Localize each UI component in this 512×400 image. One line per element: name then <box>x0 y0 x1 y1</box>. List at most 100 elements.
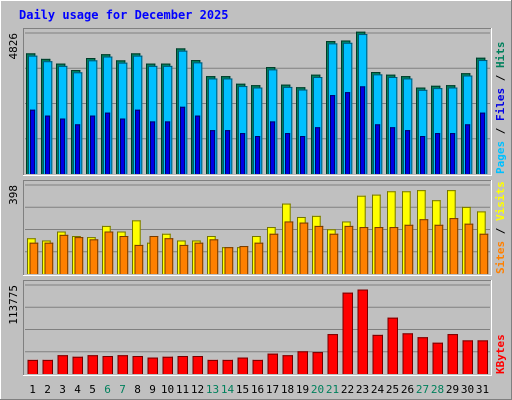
bar-sites <box>89 239 99 274</box>
bar-sites <box>224 247 234 274</box>
bar-pages <box>420 136 426 174</box>
x-tick-label: 1 <box>29 383 36 396</box>
bar-pages-body <box>270 121 276 174</box>
x-tick-label: 29 <box>446 383 459 396</box>
bar-kbytes <box>147 357 158 374</box>
bar-sites <box>449 218 459 274</box>
bar-sites <box>59 234 69 274</box>
bar-pages <box>210 130 216 174</box>
bar-sites <box>29 242 39 274</box>
legend-separator: / <box>494 221 507 241</box>
bar-pages-body <box>330 95 336 174</box>
x-tick-label: 21 <box>326 383 339 396</box>
bar-sites <box>464 223 474 274</box>
bar-sites-body <box>374 227 384 274</box>
bar-sites-body <box>209 239 219 274</box>
legend-kbytes: KBytes <box>494 334 507 374</box>
legend-separator: / <box>494 68 507 88</box>
bar-sites <box>344 225 354 274</box>
bar-sites <box>194 242 204 274</box>
x-tick-label: 31 <box>476 383 489 396</box>
bar-kbytes <box>132 356 143 374</box>
bar-kbytes-body <box>342 292 353 374</box>
bar-files-body <box>253 87 263 174</box>
bar-pages <box>45 115 51 174</box>
x-tick-label: 17 <box>266 383 279 396</box>
legend-hits: Hits <box>494 42 507 69</box>
bar-pages <box>435 133 441 174</box>
bar-files <box>73 72 83 174</box>
bar-kbytes-body <box>327 334 338 374</box>
bar-pages <box>195 115 201 174</box>
bar-kbytes-body <box>27 359 38 374</box>
bar-files-body <box>223 78 233 174</box>
bar-pages <box>270 121 276 174</box>
bar-kbytes <box>297 351 308 374</box>
legend-visits: Visits <box>494 181 507 221</box>
bar-sites <box>389 227 399 274</box>
bar-kbytes <box>72 356 83 374</box>
bar-pages-body <box>75 124 81 174</box>
bar-kbytes-body <box>162 356 173 374</box>
bar-kbytes <box>117 355 128 374</box>
bar-files <box>388 77 398 174</box>
bar-sites <box>374 227 384 274</box>
x-tick-label: 12 <box>191 383 204 396</box>
bar-kbytes <box>447 334 458 374</box>
bar-sites-body <box>434 224 444 274</box>
bar-sites-body <box>74 237 84 274</box>
bar-pages-body <box>165 121 171 174</box>
bar-kbytes <box>282 355 293 374</box>
bar-sites-body <box>464 223 474 274</box>
bar-sites-body <box>59 234 69 274</box>
bar-kbytes-body <box>177 356 188 374</box>
bar-sites-body <box>479 233 489 274</box>
bar-sites <box>299 222 309 274</box>
bar-kbytes <box>42 359 53 374</box>
bar-files <box>148 65 158 174</box>
bar-kbytes-body <box>282 355 293 374</box>
bar-pages-body <box>300 136 306 174</box>
bar-kbytes <box>207 359 218 374</box>
bar-sites <box>239 246 249 274</box>
bar-sites <box>434 224 444 274</box>
bar-files-body <box>208 78 218 174</box>
bar-pages-body <box>180 106 186 174</box>
bar-pages <box>375 124 381 174</box>
bar-pages-body <box>285 133 291 174</box>
bar-sites <box>209 239 219 274</box>
bar-files <box>118 62 128 174</box>
bar-pages <box>285 133 291 174</box>
bar-kbytes-body <box>312 352 323 374</box>
bar-kbytes-body <box>87 355 98 374</box>
bar-sites <box>284 221 294 274</box>
bar-sites-body <box>419 219 429 274</box>
bar-kbytes <box>312 352 323 374</box>
bar-pages <box>360 86 366 174</box>
bar-files <box>403 78 413 174</box>
x-tick-label: 15 <box>236 383 249 396</box>
bar-files-body <box>373 74 383 174</box>
x-tick-label: 20 <box>311 383 324 396</box>
bar-sites <box>404 224 414 274</box>
bar-sites-body <box>134 244 144 274</box>
x-tick-label: 8 <box>134 383 141 396</box>
bar-pages-body <box>240 133 246 174</box>
bar-pages <box>450 133 456 174</box>
bar-files <box>238 86 248 174</box>
x-tick-label: 22 <box>341 383 354 396</box>
bar-files-body <box>448 87 458 174</box>
bar-files <box>283 86 293 174</box>
bar-files <box>448 87 458 174</box>
x-tick-label: 3 <box>59 383 66 396</box>
bar-kbytes <box>417 337 428 374</box>
bar-kbytes-body <box>477 340 488 374</box>
bar-kbytes-body <box>132 356 143 374</box>
bar-sites <box>254 242 264 274</box>
bar-pages <box>390 127 396 174</box>
bar-kbytes-body <box>372 334 383 374</box>
bar-kbytes-body <box>252 359 263 374</box>
legend-sites: Sites <box>494 241 507 274</box>
bar-kbytes <box>177 356 188 374</box>
x-tick-label: 11 <box>176 383 189 396</box>
